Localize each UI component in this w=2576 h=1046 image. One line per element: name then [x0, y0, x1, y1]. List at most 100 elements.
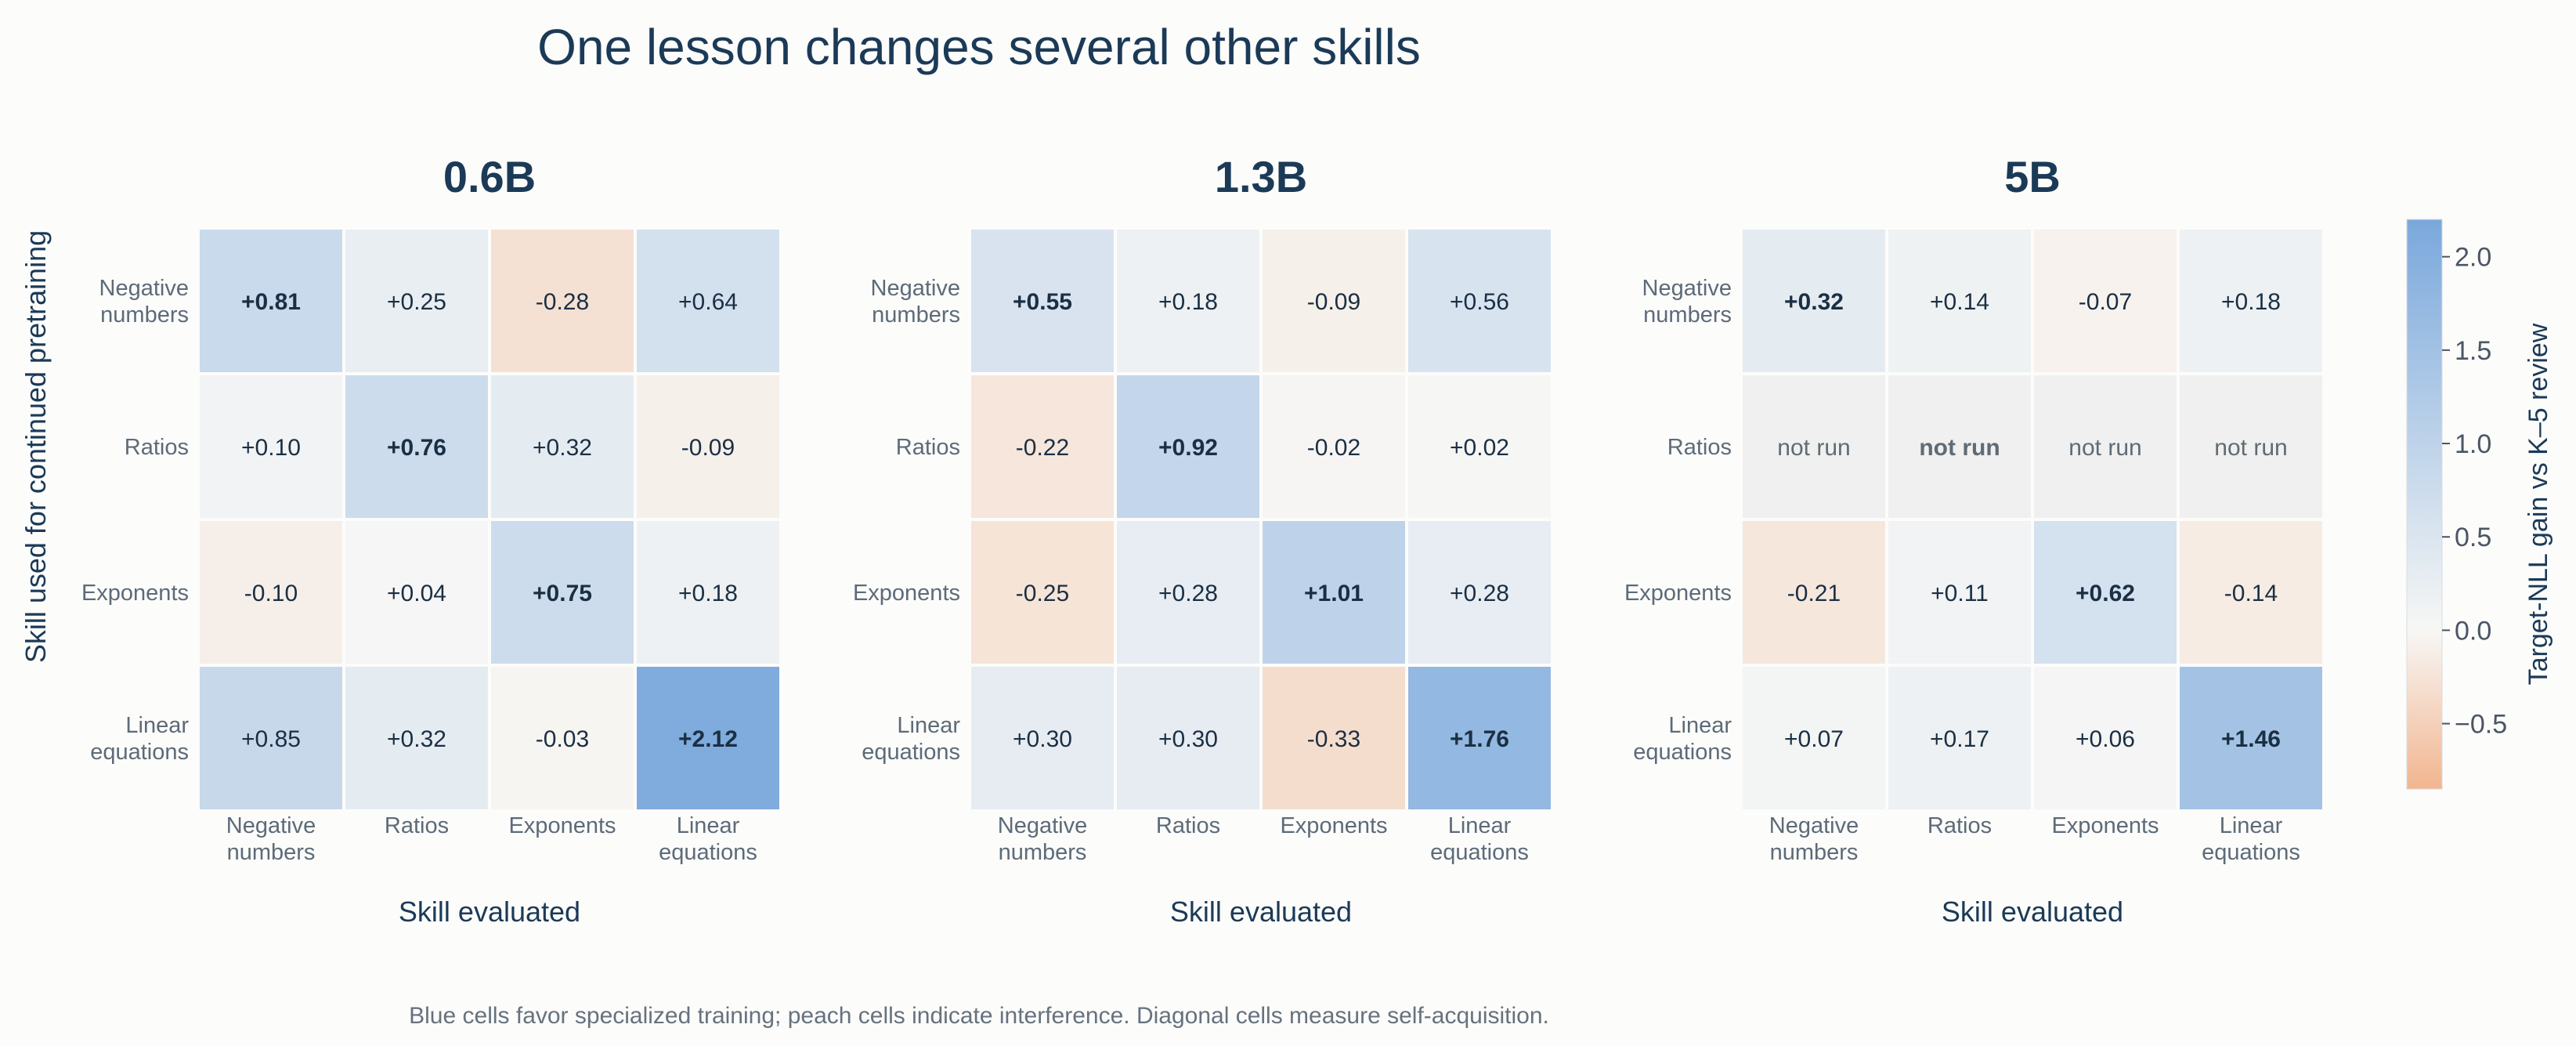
row-tick-label-line: Ratios — [896, 435, 960, 460]
cell-value-label: +0.28 — [1158, 581, 1218, 606]
row-tick-label: Linear equations — [1633, 713, 1732, 765]
heatmap-cell — [971, 521, 1114, 664]
column-tick-label-line: equations — [1430, 840, 1529, 865]
heatmap-cell — [491, 521, 634, 664]
row-tick-label-line: numbers — [1643, 302, 1732, 328]
cell-value-label: +0.32 — [1784, 289, 1844, 315]
row-tick-label: Negative numbers — [871, 276, 960, 328]
colorbar-tick-label: 0.5 — [2455, 523, 2491, 552]
column-tick-label: Exponents — [508, 813, 616, 838]
column-tick-label-line: numbers — [999, 840, 1087, 865]
heatmap-cell — [491, 230, 634, 372]
colorbar-gradient — [2406, 219, 2443, 790]
cell-value-label: -0.33 — [1307, 726, 1360, 752]
row-tick-label: Ratios — [1667, 435, 1732, 460]
heatmap-cell — [2180, 375, 2322, 518]
row-tick-label-line: Exponents — [853, 581, 960, 606]
heatmap-cell — [2180, 230, 2322, 372]
row-tick-label: Ratios — [125, 435, 189, 460]
cell-value-label: +0.17 — [1930, 726, 1989, 752]
panel-title: 0.6B — [443, 152, 536, 201]
heatmap-cell — [971, 375, 1114, 518]
cell-value-label: not run — [2214, 435, 2287, 461]
heatmap-cell — [1263, 375, 1405, 518]
heatmap-cell — [1263, 667, 1405, 809]
cell-value-label: -0.09 — [681, 435, 735, 461]
row-tick-label-line: numbers — [100, 302, 189, 328]
heatmap-cell — [200, 521, 342, 664]
heatmap-cell — [1743, 230, 1885, 372]
cell-value-label: +0.04 — [387, 581, 446, 606]
row-tick-label: Linear equations — [90, 713, 189, 765]
colorbar-label: Target-NLL gain vs K–5 review — [2524, 323, 2553, 685]
cell-value-label: not run — [1777, 435, 1850, 461]
column-tick-label-line: Negative — [1769, 813, 1859, 838]
heatmap-cell — [1263, 521, 1405, 664]
cell-value-label: -0.14 — [2224, 581, 2278, 606]
row-tick-label: Negative numbers — [1642, 276, 1732, 328]
cell-value-label: not run — [1919, 435, 2000, 461]
row-tick-label-line: Exponents — [1624, 581, 1732, 606]
column-tick-label-line: numbers — [1770, 840, 1859, 865]
column-tick-label-line: Linear — [1448, 813, 1512, 838]
heatmap-cell — [971, 230, 1114, 372]
heatmap-cell — [2180, 667, 2322, 809]
cell-value-label: +0.64 — [678, 289, 738, 315]
heatmap-cell — [1743, 667, 1885, 809]
heatmap-cell — [345, 667, 488, 809]
column-tick-label-line: Exponents — [508, 813, 616, 838]
row-tick-label: Exponents — [1624, 581, 1732, 606]
row-tick-label-line: Ratios — [1667, 435, 1732, 460]
column-tick-label-line: equations — [2202, 840, 2300, 865]
x-axis-label: Skill evaluated — [399, 896, 580, 928]
column-tick-label: Linear equations — [659, 813, 757, 865]
cell-value-label: +0.92 — [1158, 435, 1218, 461]
row-tick-label: Negative numbers — [99, 276, 189, 328]
heatmap-cell — [1263, 230, 1405, 372]
heatmap-panels: 0.6B +0.81 +0.25 -0.28 +0.64 +0.10 +0.76 +0.32 -… — [81, 152, 2322, 928]
heatmap-cell — [1888, 230, 2031, 372]
cell-value-label: +1.01 — [1304, 581, 1364, 606]
column-tick-label: Linear equations — [2202, 813, 2300, 865]
cell-value-label: -0.07 — [2079, 289, 2132, 315]
cell-value-label: +2.12 — [678, 726, 738, 752]
column-tick-label: Exponents — [1280, 813, 1387, 838]
column-tick-label-line: Exponents — [1280, 813, 1387, 838]
column-tick-label: Ratios — [1927, 813, 1992, 838]
heatmap-cell — [1408, 667, 1551, 809]
colorbar-tick-label: 0.0 — [2455, 616, 2491, 646]
cell-value-label: +0.75 — [533, 581, 592, 606]
heatmap-cell — [2034, 521, 2177, 664]
heatmap-cell — [1888, 667, 2031, 809]
column-tick-label-line: Ratios — [1156, 813, 1220, 838]
row-tick-label-line: Linear — [897, 713, 960, 738]
cell-value-label: -0.25 — [1016, 581, 1069, 606]
heatmap-cell — [200, 230, 342, 372]
heatmap-cell — [2034, 230, 2177, 372]
cell-value-label: -0.09 — [1307, 289, 1360, 315]
cell-value-label: +0.10 — [241, 435, 301, 461]
cell-value-label: +0.76 — [387, 435, 446, 461]
cell-value-label: +1.46 — [2221, 726, 2281, 752]
column-tick-label-line: Linear — [2220, 813, 2283, 838]
y-axis-label: Skill used for continued pretraining — [20, 230, 52, 663]
heatmap-panel: 1.3B +0.55 +0.18 -0.09 +0.56 -0.22 +0.92 -0.02 +… — [853, 152, 1551, 928]
cell-value-label: +0.25 — [387, 289, 446, 315]
cell-value-label: -0.22 — [1016, 435, 1069, 461]
cell-value-label: +0.06 — [2076, 726, 2135, 752]
row-tick-label: Ratios — [896, 435, 960, 460]
column-tick-label-line: Negative — [998, 813, 1087, 838]
heatmap-cell — [345, 375, 488, 518]
cell-value-label: -0.10 — [244, 581, 298, 606]
colorbar-tick-label: 1.5 — [2455, 336, 2491, 366]
row-tick-label-line: equations — [90, 740, 189, 765]
row-tick-label-line: Ratios — [125, 435, 189, 460]
heatmap-cell — [491, 667, 634, 809]
heatmap-cell — [1117, 667, 1259, 809]
heatmap-cell — [1408, 375, 1551, 518]
x-axis-label: Skill evaluated — [1942, 896, 2123, 928]
cell-value-label: +0.18 — [1158, 289, 1218, 315]
heatmap-cell — [1743, 375, 1885, 518]
heatmap-panel: 0.6B +0.81 +0.25 -0.28 +0.64 +0.10 +0.76 +0.32 -… — [81, 152, 779, 928]
column-tick-label-line: equations — [659, 840, 757, 865]
